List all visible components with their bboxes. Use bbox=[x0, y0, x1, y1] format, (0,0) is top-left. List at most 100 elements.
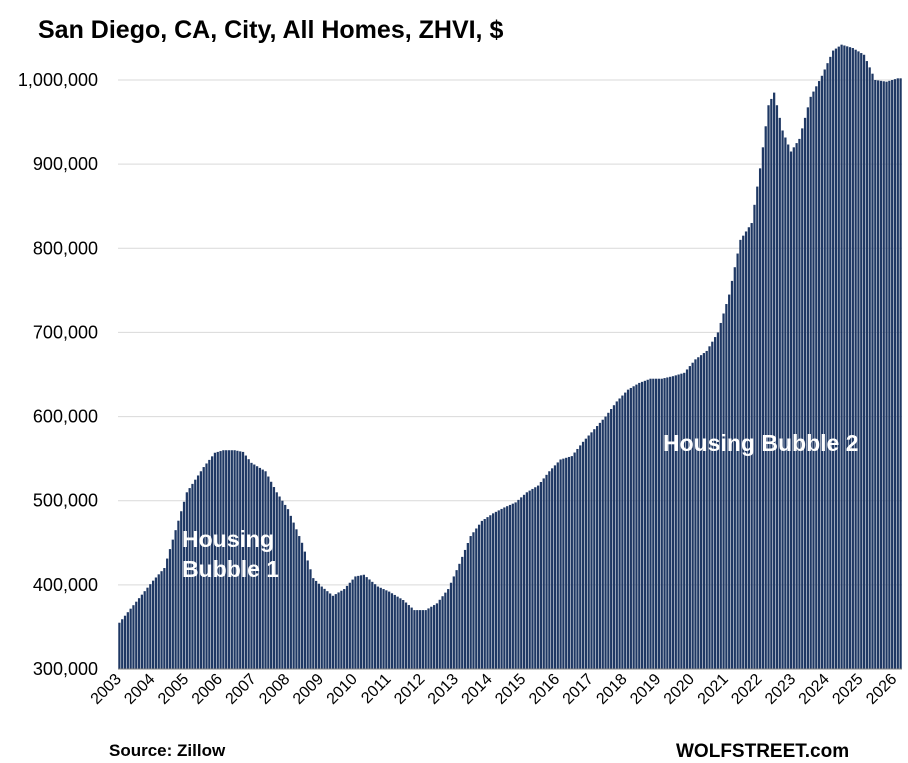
bar bbox=[531, 488, 534, 669]
bar bbox=[857, 51, 860, 669]
bar bbox=[528, 490, 531, 669]
bar bbox=[587, 435, 590, 669]
x-tick-label: 2025 bbox=[829, 671, 866, 708]
bar-series bbox=[118, 44, 902, 670]
bar bbox=[239, 451, 242, 669]
bar bbox=[716, 332, 720, 669]
y-tick-label: 400,000 bbox=[33, 575, 98, 595]
bar bbox=[345, 585, 349, 669]
x-tick-label: 2009 bbox=[290, 671, 327, 708]
bar bbox=[854, 49, 857, 669]
bar bbox=[230, 450, 233, 669]
bar bbox=[191, 483, 194, 669]
bar bbox=[669, 376, 672, 669]
bar bbox=[640, 381, 644, 669]
bar bbox=[261, 469, 264, 669]
bar bbox=[767, 105, 770, 670]
bar bbox=[806, 107, 809, 670]
bar bbox=[823, 69, 826, 670]
bar bbox=[862, 54, 866, 669]
bar bbox=[160, 571, 163, 669]
bar bbox=[801, 128, 804, 669]
bar bbox=[368, 579, 371, 669]
bar bbox=[643, 380, 647, 669]
bar bbox=[604, 416, 607, 669]
bar bbox=[674, 375, 677, 669]
bar bbox=[334, 594, 337, 669]
bar bbox=[348, 582, 351, 669]
y-tick-label: 700,000 bbox=[33, 322, 98, 342]
bar bbox=[152, 580, 155, 669]
bar bbox=[632, 386, 635, 669]
bar bbox=[618, 398, 621, 669]
bar bbox=[702, 353, 706, 669]
bar bbox=[373, 584, 377, 669]
bar bbox=[140, 594, 144, 669]
bar bbox=[775, 105, 779, 670]
bar bbox=[121, 619, 124, 669]
bar bbox=[792, 147, 795, 669]
bar bbox=[416, 610, 419, 669]
bar bbox=[517, 499, 520, 669]
bar bbox=[809, 96, 812, 669]
bar bbox=[876, 80, 880, 670]
bar bbox=[278, 496, 281, 669]
bar bbox=[379, 587, 382, 669]
y-tick-label: 1,000,000 bbox=[18, 70, 98, 90]
bar bbox=[247, 459, 250, 669]
bar bbox=[826, 63, 829, 670]
bar bbox=[685, 369, 689, 669]
bar bbox=[309, 569, 312, 669]
bar bbox=[708, 346, 711, 669]
bar bbox=[629, 387, 632, 669]
bar bbox=[157, 574, 160, 669]
bar bbox=[817, 81, 821, 670]
bar bbox=[520, 497, 523, 669]
bar bbox=[615, 401, 618, 669]
bar bbox=[477, 524, 481, 669]
bar bbox=[882, 81, 885, 669]
bar bbox=[781, 130, 784, 670]
bar bbox=[699, 355, 703, 669]
bar bbox=[747, 227, 750, 669]
bar bbox=[576, 448, 579, 669]
bar bbox=[135, 601, 138, 669]
bar bbox=[433, 605, 436, 669]
bar bbox=[888, 80, 891, 670]
bar bbox=[536, 485, 540, 669]
bar bbox=[298, 536, 301, 669]
bar bbox=[559, 459, 562, 669]
bar bbox=[660, 378, 663, 669]
bar bbox=[534, 487, 537, 669]
bar bbox=[286, 509, 290, 669]
bar bbox=[357, 575, 360, 669]
bar bbox=[211, 456, 214, 669]
bar bbox=[803, 117, 807, 670]
x-tick-label: 2014 bbox=[459, 671, 496, 708]
bar bbox=[275, 492, 278, 669]
bar bbox=[174, 530, 177, 669]
bar bbox=[281, 500, 284, 669]
bar bbox=[469, 536, 472, 669]
bar bbox=[725, 304, 728, 669]
bar bbox=[376, 586, 380, 669]
bar bbox=[371, 581, 374, 669]
bar bbox=[303, 551, 306, 669]
bar bbox=[449, 582, 453, 669]
bar bbox=[542, 478, 545, 669]
bar bbox=[427, 608, 430, 669]
bar bbox=[896, 78, 899, 669]
bar bbox=[410, 607, 413, 669]
bar bbox=[666, 377, 669, 669]
bar bbox=[196, 475, 200, 669]
bar bbox=[837, 46, 840, 670]
bar bbox=[722, 313, 725, 669]
bar bbox=[424, 610, 427, 669]
bar bbox=[798, 138, 801, 669]
y-tick-label: 500,000 bbox=[33, 491, 98, 511]
bar bbox=[441, 596, 444, 669]
bar bbox=[624, 392, 627, 669]
x-tick-label: 2020 bbox=[661, 671, 698, 708]
bar bbox=[320, 586, 323, 669]
